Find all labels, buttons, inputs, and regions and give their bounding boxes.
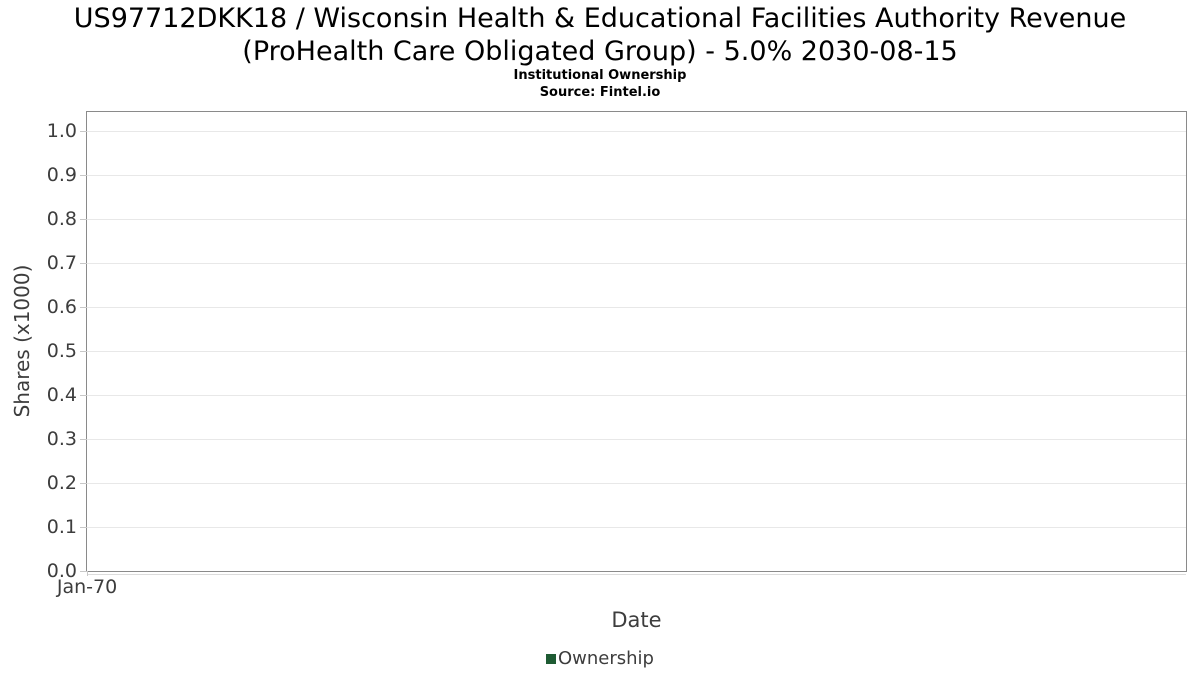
gridline-y-1.0 — [87, 131, 1186, 132]
y-tick-label: 0.2 — [46, 472, 77, 494]
x-tick-label: Jan-70 — [56, 576, 118, 598]
gridline-y-0.4 — [87, 395, 1186, 396]
y-tick-mark — [80, 175, 87, 176]
x-axis-underline — [87, 574, 1186, 575]
y-tick-mark — [80, 439, 87, 440]
y-tick-mark — [80, 571, 87, 572]
y-tick-mark — [80, 307, 87, 308]
y-tick-mark — [80, 395, 87, 396]
y-tick-mark — [80, 219, 87, 220]
y-tick-label: 0.8 — [46, 208, 77, 230]
gridline-y-0.1 — [87, 527, 1186, 528]
chart-source-label: Source: Fintel.io — [539, 85, 661, 100]
y-tick-label: 0.0 — [46, 560, 77, 582]
plot-area: 0.0 0.1 0.2 0.3 0.4 0.5 0.6 0.7 0.8 0.9 1.0 Jan-70 — [47, 111, 1187, 598]
gridline-y-0.5 — [87, 351, 1186, 352]
y-tick-mark — [80, 351, 87, 352]
y-tick-mark — [80, 527, 87, 528]
legend: Ownership — [0, 648, 1200, 669]
y-tick-label: 0.5 — [46, 340, 77, 362]
chart-subtitle: Institutional Ownership — [513, 68, 687, 83]
x-tick-mark — [87, 571, 88, 576]
gridline-y-0.9 — [87, 175, 1186, 176]
y-tick-label: 0.7 — [46, 252, 77, 274]
y-tick-label: 0.3 — [46, 428, 77, 450]
gridline-y-0.2 — [87, 483, 1186, 484]
y-tick-mark — [80, 483, 87, 484]
gridline-y-0.6 — [87, 307, 1186, 308]
chart-title-line1: US97712DKK18 / Wisconsin Health & Educat… — [73, 3, 1127, 34]
x-axis-title: Date — [611, 608, 662, 632]
chart-title-line2: (ProHealth Care Obligated Group) - 5.0% … — [242, 36, 958, 67]
y-tick-mark — [80, 263, 87, 264]
gridline-y-0.3 — [87, 439, 1186, 440]
y-tick-label: 1.0 — [46, 120, 77, 142]
y-tick-label: 0.4 — [46, 384, 77, 406]
y-tick-label: 0.1 — [46, 516, 77, 538]
gridline-y-0.7 — [87, 263, 1186, 264]
legend-swatch-ownership-icon — [546, 653, 556, 664]
y-tick-mark — [80, 131, 87, 132]
legend-label-ownership: Ownership — [558, 648, 654, 669]
y-tick-label: 0.6 — [46, 296, 77, 318]
y-tick-label: 0.9 — [46, 164, 77, 186]
gridline-y-0.8 — [87, 219, 1186, 220]
